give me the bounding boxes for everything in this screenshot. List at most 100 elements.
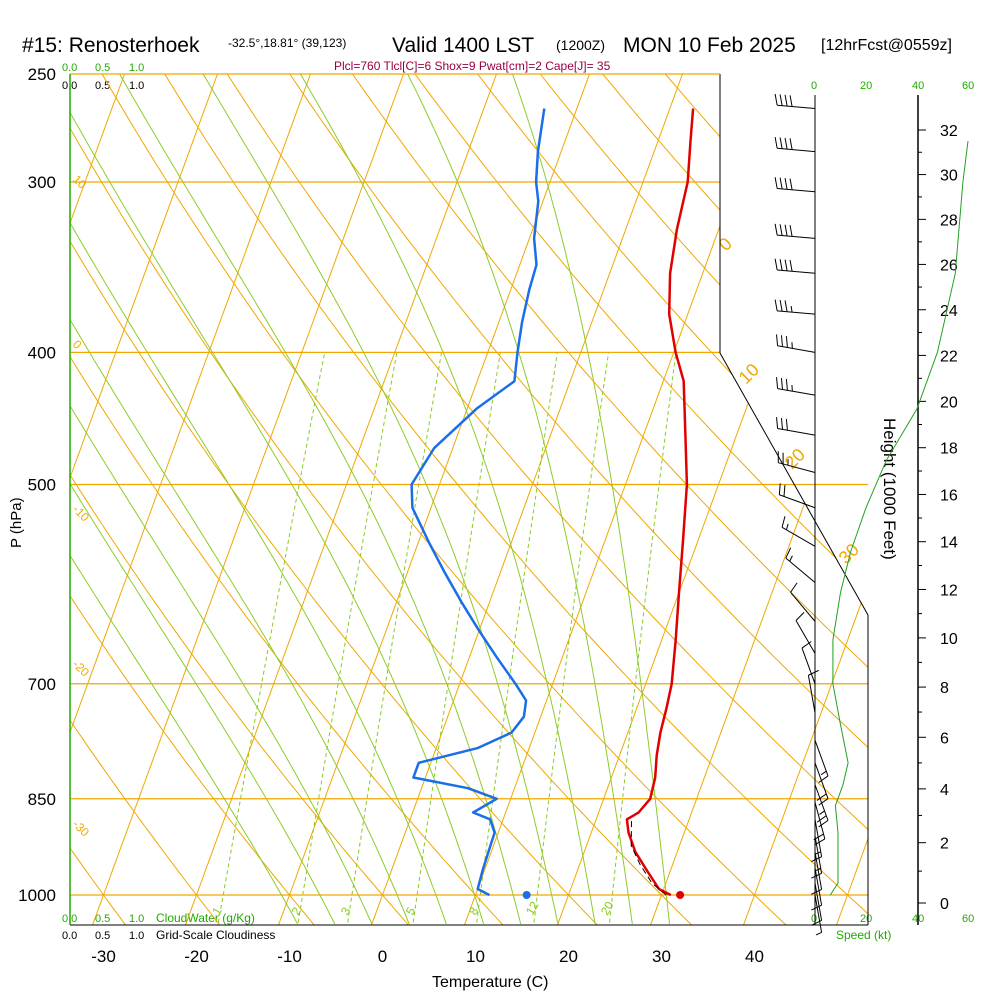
- wind-speed-axis-label: Speed (kt): [836, 928, 891, 942]
- wind-speed-tick-top-2: 40: [912, 80, 924, 92]
- wind-barb-feather: [774, 177, 778, 189]
- moist-adiabat-line: [70, 74, 447, 925]
- dry-adiabat-line: [70, 74, 603, 925]
- wind-barb-staff: [795, 620, 816, 654]
- height-tick-label: 30: [940, 168, 958, 185]
- wind-barb: [807, 669, 819, 713]
- height-tick-label: 16: [940, 487, 958, 504]
- dry-adiabat-line: [70, 74, 413, 925]
- isotherm-label: 0: [715, 234, 736, 255]
- wind-barb-staff: [814, 762, 829, 799]
- y-axis-label: P (hPa): [8, 497, 25, 548]
- series-line-temperature: [625, 108, 695, 897]
- wind-barb: [776, 417, 816, 436]
- wind-barb-half-feather: [819, 810, 825, 815]
- wind-barb-staff: [779, 494, 816, 509]
- isotherm-line: [648, 74, 868, 925]
- wind-barb-feather: [784, 224, 788, 237]
- valid-zulu: (1200Z): [556, 37, 605, 53]
- isotherm-line: [555, 74, 868, 925]
- wind-barb-staff: [781, 526, 816, 547]
- forecast-info: [12hrFcst@0559z]: [821, 37, 952, 54]
- surface-dewpoint-marker: [522, 891, 531, 899]
- cloudwater-scale-top-0: 0.0: [62, 62, 77, 74]
- wind-panel: [774, 93, 969, 936]
- moist-adiabat-line: [119, 74, 522, 925]
- isotherm-line: [834, 74, 868, 925]
- wind-barb: [811, 867, 823, 911]
- wind-barb-feather: [785, 378, 788, 391]
- height-tick-label: 6: [940, 730, 949, 747]
- temperature-tick-label: 20: [559, 947, 578, 966]
- plot-frame-right: [719, 74, 869, 925]
- wind-barb-feather: [779, 224, 783, 236]
- cloudiness-scale-top-1: 0.5: [95, 80, 110, 92]
- mixing-ratio-label: 2: [289, 904, 305, 917]
- wind-barb: [814, 762, 829, 806]
- height-tick-label: 0: [940, 896, 949, 913]
- dry-adiabat-line: [727, 74, 868, 925]
- wind-barb: [774, 299, 816, 315]
- dry-adiabat-line: [164, 74, 868, 925]
- wind-barb-feather: [818, 775, 829, 783]
- pressure-tick-label: 500: [28, 476, 56, 495]
- wind-barb-feather: [784, 259, 788, 271]
- wind-barb-feather: [780, 335, 783, 347]
- mixing-ratio-line: [411, 352, 501, 925]
- wind-barb-staff: [777, 428, 816, 436]
- mixing-ratio-label: 20: [598, 899, 617, 918]
- isotherm-line: [741, 74, 868, 925]
- temperature-tick-label: 30: [652, 947, 671, 966]
- wind-barb-feather: [780, 378, 783, 390]
- dry-adiabat-line: [978, 74, 1000, 930]
- wind-barb-feather: [779, 259, 783, 271]
- wind-barb-feather: [785, 336, 788, 348]
- wind-barb: [814, 740, 829, 783]
- wind-barb-staff: [777, 234, 816, 239]
- wind-speed-tick-top-0: 0: [811, 80, 817, 92]
- isotherm-line: [462, 74, 776, 925]
- cloudiness-scale-top-2: 1.0: [129, 80, 144, 92]
- isotherm-label: 0: [70, 337, 85, 352]
- wind-barb-staff: [814, 851, 823, 890]
- temperature-tick-label: 40: [745, 947, 764, 966]
- wind-barb-feather: [779, 94, 783, 106]
- dry-adiabat-line: [539, 74, 868, 925]
- wind-speed-tick-bottom-3: 60: [962, 913, 974, 925]
- cloudiness-label: Grid-Scale Cloudiness: [156, 928, 275, 942]
- wind-barb-feather: [789, 178, 793, 190]
- moist-adiabat-line: [202, 74, 559, 925]
- moist-adiabat-line: [300, 74, 596, 924]
- moist-adiabat-line: [70, 74, 336, 925]
- wind-barb: [801, 641, 816, 684]
- wind-barb-staff: [785, 557, 816, 583]
- wind-barb-staff: [777, 104, 816, 110]
- height-tick-label: 20: [940, 394, 958, 411]
- wind-barb-feather: [785, 547, 792, 559]
- mixing-ratio-line: [608, 352, 677, 925]
- wind-barb: [814, 894, 823, 936]
- wind-barb-staff: [777, 388, 816, 396]
- x-axis-label: Temperature (C): [432, 974, 548, 991]
- grid-clipped: [70, 74, 1000, 930]
- wind-barb-feather: [774, 299, 778, 311]
- height-tick-label: 26: [940, 257, 958, 274]
- wind-speed-tick-top-1: 20: [860, 80, 872, 92]
- pressure-tick-label: 250: [28, 65, 56, 84]
- moist-adiabat-line: [407, 74, 633, 924]
- wind-barb: [777, 451, 816, 474]
- wind-barb-feather: [774, 93, 778, 106]
- wind-barb-half-feather: [815, 931, 822, 936]
- height-tick-label: 18: [940, 441, 958, 458]
- height-tick-label: 24: [940, 303, 958, 320]
- dry-adiabat-line: [70, 74, 319, 925]
- wind-barb-feather: [784, 94, 788, 107]
- wind-barb-feather: [789, 259, 793, 272]
- wind-barb-feather: [818, 798, 829, 806]
- mixing-ratio-label: 5: [403, 904, 419, 917]
- stability-indices: Plcl=760 Tlcl[C]=6 Shox=9 Pwat[cm]=2 Cap…: [334, 59, 611, 73]
- wind-barb-feather: [781, 516, 786, 528]
- wind-barb: [778, 483, 816, 509]
- height-tick-label: 10: [940, 631, 958, 648]
- temperature-tick-label: 0: [378, 947, 387, 966]
